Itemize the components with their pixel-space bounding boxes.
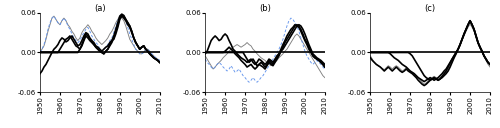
Title: (a): (a) — [94, 4, 106, 13]
Title: (c): (c) — [424, 4, 436, 13]
Title: (b): (b) — [259, 4, 271, 13]
